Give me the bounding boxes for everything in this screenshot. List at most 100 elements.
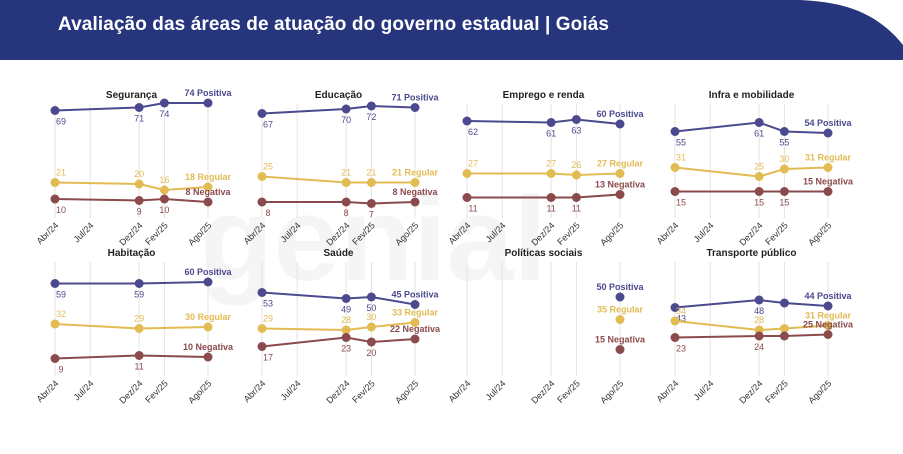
data-point-positiva — [257, 109, 267, 118]
data-point-regular — [366, 178, 376, 187]
data-label-regular: 31 Regular — [805, 311, 852, 321]
data-point-negativa — [754, 187, 764, 196]
data-label-positiva: 70 — [341, 115, 351, 125]
data-label-positiva: 55 — [779, 138, 789, 148]
data-point-negativa — [462, 193, 472, 202]
series-line-negativa — [54, 354, 209, 360]
data-point-positiva — [615, 292, 625, 302]
chart-title: Políticas sociais — [505, 248, 583, 259]
data-point-regular — [50, 319, 60, 329]
data-point-positiva — [410, 103, 420, 112]
x-tick-label: Fev/25 — [555, 220, 582, 247]
data-label-regular: 29 — [263, 314, 273, 324]
x-tick-label: Ago/25 — [598, 220, 625, 247]
x-tick-label: Fev/25 — [350, 378, 377, 405]
data-label-negativa: 10 — [159, 205, 169, 215]
data-point-regular — [366, 322, 376, 332]
data-label-negativa: 8 — [344, 208, 349, 218]
data-label-regular: 21 — [366, 168, 376, 178]
header-background — [0, 0, 903, 60]
x-tick-label: Abr/24 — [242, 378, 268, 404]
data-point-negativa — [159, 194, 169, 204]
x-tick-label: Fev/25 — [143, 378, 170, 405]
data-point-positiva — [615, 119, 625, 129]
data-label-positiva: 59 — [56, 290, 66, 300]
series-line-regular — [674, 166, 829, 178]
data-label-regular: 28 — [754, 315, 764, 325]
data-label-regular: 20 — [134, 169, 144, 179]
data-label-positiva: 43 — [676, 314, 686, 324]
series-line-positiva — [261, 291, 416, 306]
data-label-negativa: 13 Negativa — [595, 180, 646, 190]
series-line-negativa — [54, 197, 209, 203]
data-label-positiva: 45 Positiva — [391, 290, 439, 300]
x-tick-label: Ago/25 — [393, 220, 420, 247]
series-line-regular — [467, 172, 621, 177]
data-label-positiva: 72 — [366, 112, 376, 122]
chart-politicas-sociais: Políticas sociais Abr/24 Jul/24 Dez/24Fev/2… — [447, 248, 646, 406]
chart-title: Educação — [315, 90, 362, 101]
data-label-positiva: 71 — [134, 114, 144, 124]
x-tick-label: Jul/24 — [279, 378, 303, 402]
x-tick-label: Dez/24 — [324, 378, 351, 405]
data-label-regular: 31 Regular — [805, 153, 852, 163]
data-label-regular: 30 — [779, 154, 789, 164]
data-label-positiva: 53 — [263, 299, 273, 309]
data-point-regular — [670, 316, 680, 326]
x-tick-label: Abr/24 — [35, 378, 61, 404]
data-point-regular — [410, 178, 420, 187]
data-point-positiva — [50, 279, 60, 288]
series-line-regular — [54, 181, 209, 192]
data-point-regular — [754, 172, 764, 181]
data-label-negativa: 20 — [366, 348, 376, 358]
data-label-negativa: 8 Negativa — [392, 187, 438, 197]
data-point-regular — [410, 318, 420, 327]
data-label-positiva: 67 — [263, 120, 273, 130]
data-label-negativa: 23 — [676, 344, 686, 354]
data-point-regular — [571, 170, 581, 180]
chart-transporte-publico: Transporte público Abr/24 Jul/24 Dez/24Fev/… — [655, 248, 854, 406]
x-tick-label: Dez/24 — [117, 220, 144, 247]
data-point-positiva — [779, 127, 789, 136]
data-label-regular: 25 — [263, 162, 273, 172]
x-tick-label: Abr/24 — [242, 220, 268, 246]
data-label-negativa: 8 — [265, 208, 270, 218]
x-tick-label: Abr/24 — [447, 220, 473, 246]
x-tick-label: Jul/24 — [692, 220, 716, 244]
data-label-positiva: 48 — [754, 306, 764, 316]
data-point-regular — [823, 163, 833, 172]
data-point-positiva — [754, 295, 764, 305]
data-point-negativa — [546, 193, 556, 202]
data-label-regular: 29 — [134, 314, 144, 324]
data-point-positiva — [159, 98, 169, 108]
data-point-negativa — [50, 354, 60, 363]
data-point-positiva — [50, 106, 60, 115]
data-point-negativa — [203, 197, 213, 207]
data-label-regular: 28 — [341, 315, 351, 325]
data-point-negativa — [823, 187, 833, 196]
data-point-positiva — [571, 115, 581, 124]
data-label-positiva: 61 — [546, 129, 556, 139]
data-point-negativa — [823, 330, 833, 339]
data-point-positiva — [779, 298, 789, 308]
series-line-positiva — [54, 102, 208, 112]
data-label-negativa: 8 Negativa — [185, 187, 231, 197]
data-label-regular: 27 — [468, 159, 478, 169]
header-banner: Avaliação das áreas de atuação do govern… — [0, 0, 903, 60]
data-label-negativa: 11 — [572, 204, 581, 214]
data-label-negativa: 11 — [134, 362, 143, 372]
data-point-negativa — [410, 334, 420, 344]
x-tick-label: Ago/25 — [186, 220, 213, 247]
data-label-regular: 27 Regular — [597, 159, 644, 169]
data-label-regular: 21 — [56, 168, 66, 178]
data-label-negativa: 25 Negativa — [803, 320, 854, 330]
chart-infra-e-mobilidade: Infra e mobilidade Abr/24 Jul/24 Dez/24Fev/… — [655, 90, 854, 248]
data-label-regular: 21 — [341, 168, 351, 178]
series-line-negativa — [262, 201, 416, 205]
x-tick-label: Fev/25 — [763, 378, 790, 405]
x-tick-label: Abr/24 — [447, 378, 473, 404]
data-point-regular — [50, 178, 60, 187]
page-title: Avaliação das áreas de atuação do govern… — [58, 14, 610, 35]
